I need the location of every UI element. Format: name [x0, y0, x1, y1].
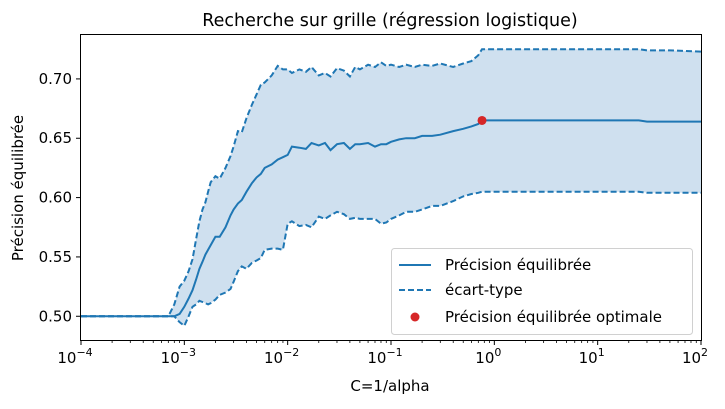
y-axis-ticks: 0.50 0.55 0.60 0.65 0.70 [39, 70, 81, 325]
x-axis-label: C=1/alpha [350, 377, 429, 395]
std-upper-line [81, 48, 702, 318]
legend: Précision équilibrée écart-type Précisio… [391, 248, 693, 335]
legend-box [391, 248, 693, 335]
legend-label-optimum: Précision équilibrée optimale [445, 308, 662, 326]
y-axis-label: Précision équilibrée [9, 115, 27, 261]
y-tick-label: 0.60 [39, 189, 72, 207]
std-lower-line [81, 190, 701, 328]
std-band [81, 49, 701, 326]
legend-point-swatch [410, 312, 420, 322]
plot-frame [80, 34, 702, 341]
y-tick-label: 0.65 [39, 129, 72, 147]
legend-label-series: Précision équilibrée [445, 256, 591, 274]
legend-label-std: écart-type [445, 281, 523, 299]
y-tick-label: 0.55 [39, 248, 72, 266]
chart-title: Recherche sur grille (régression logisti… [202, 11, 577, 31]
optimum-point [477, 115, 487, 125]
mean-line [81, 119, 701, 318]
y-tick-label: 0.70 [39, 70, 72, 88]
plot-area [81, 48, 702, 328]
y-tick-label: 0.50 [39, 307, 72, 325]
